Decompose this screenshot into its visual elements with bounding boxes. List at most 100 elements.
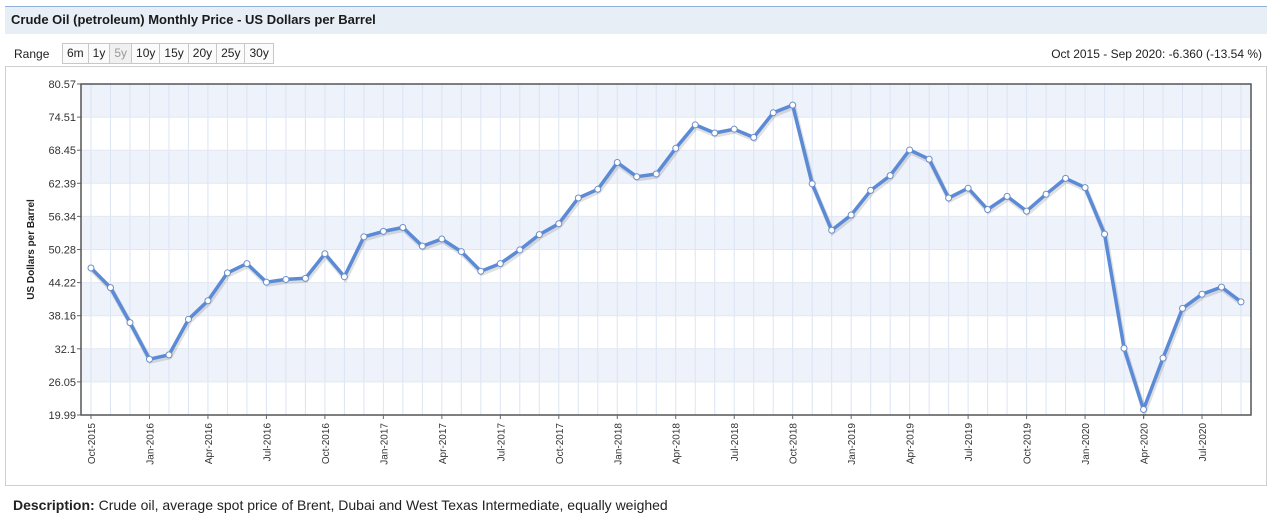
- data-point: [1101, 230, 1109, 238]
- x-tick-label: Jan-2019: [847, 423, 858, 465]
- data-point: [1159, 354, 1167, 362]
- x-tick-label: Jan-2016: [145, 423, 156, 465]
- data-point: [867, 186, 875, 194]
- x-tick-label: Jul-2020: [1198, 423, 1209, 462]
- plot-border: [80, 83, 1252, 416]
- data-point: [613, 159, 621, 167]
- data-point: [1120, 344, 1128, 352]
- x-tick-label: Oct-2019: [1023, 423, 1034, 465]
- data-point: [243, 260, 251, 268]
- data-point: [730, 125, 738, 133]
- x-tick-label: Jan-2018: [613, 423, 624, 465]
- data-point: [516, 246, 524, 254]
- y-tick-label: 68.45: [48, 145, 76, 157]
- chart-title: Crude Oil (petroleum) Monthly Price - US…: [11, 12, 376, 27]
- range-button-30y[interactable]: 30y: [244, 43, 274, 64]
- y-tick-label: 50.28: [48, 245, 76, 257]
- range-button-10y[interactable]: 10y: [131, 43, 161, 64]
- range-button-15y[interactable]: 15y: [159, 43, 189, 64]
- data-point: [1003, 192, 1011, 200]
- data-point: [906, 146, 914, 154]
- data-point: [769, 109, 777, 117]
- x-tick-label: Oct-2018: [789, 423, 800, 465]
- data-point: [1023, 207, 1031, 215]
- range-button-6m[interactable]: 6m: [62, 43, 89, 64]
- price-line-chart: 80.57 74.51 68.45 62.39 56.34 50.28 44.22 38.16…: [26, 79, 1252, 465]
- data-point: [594, 185, 602, 193]
- x-tick-label: Jan-2017: [379, 423, 390, 465]
- data-point: [223, 269, 231, 277]
- data-point: [106, 284, 114, 292]
- x-tick-label: Apr-2018: [672, 423, 683, 465]
- data-point: [184, 315, 192, 323]
- data-point: [126, 319, 134, 327]
- data-point: [282, 275, 290, 283]
- data-point: [145, 355, 153, 363]
- data-point: [847, 211, 855, 219]
- description: Description: Crude oil, average spot pri…: [13, 497, 668, 513]
- x-tick-label: Jul-2019: [964, 423, 975, 462]
- x-tick-label: Jan-2020: [1081, 423, 1092, 465]
- x-tick-label: Apr-2017: [438, 423, 449, 465]
- y-tick-label: 56.34: [48, 211, 76, 223]
- range-selector-row: Range 6m 1y 5y 10y 15y 20y 25y 30y Oct 2015 - S…: [5, 43, 1267, 65]
- chart-panel: 80.57 74.51 68.45 62.39 56.34 50.28 44.22 38.16…: [5, 66, 1267, 486]
- range-button-20y[interactable]: 20y: [187, 43, 218, 64]
- x-tick-label: Apr-2016: [204, 423, 215, 465]
- data-point: [340, 273, 348, 281]
- data-point: [204, 297, 212, 305]
- chart-title-bar: Crude Oil (petroleum) Monthly Price - US…: [5, 6, 1267, 34]
- data-point: [750, 133, 758, 141]
- x-tick-label: Oct-2016: [321, 423, 332, 465]
- y-axis-title: US Dollars per Barrel: [26, 199, 37, 300]
- description-text: Crude oil, average spot price of Brent, …: [98, 497, 668, 513]
- y-tick-label: 32.1: [55, 344, 76, 356]
- y-tick-label: 26.05: [48, 377, 76, 389]
- range-summary: Oct 2015 - Sep 2020: -6.360 (-13.54 %): [1051, 47, 1262, 61]
- data-point: [1198, 290, 1206, 298]
- range-button-5y[interactable]: 5y: [109, 43, 133, 64]
- plot-band: [81, 282, 1251, 316]
- data-point: [828, 226, 836, 234]
- data-point: [165, 351, 173, 359]
- range-label: Range: [14, 47, 50, 61]
- data-point: [808, 180, 816, 188]
- data-point: [360, 233, 368, 241]
- data-point: [672, 144, 680, 152]
- x-tick-label: Oct-2017: [555, 423, 566, 465]
- data-point: [945, 194, 953, 202]
- y-tick-label: 74.51: [48, 112, 76, 124]
- data-point: [262, 278, 270, 286]
- x-tick-label: Jul-2018: [730, 423, 741, 462]
- plot-band: [81, 348, 1251, 382]
- data-point: [555, 220, 563, 228]
- plot-band: [81, 84, 1251, 118]
- data-point: [477, 267, 485, 275]
- data-point: [789, 101, 797, 109]
- data-point: [574, 194, 582, 202]
- x-tick-label: Apr-2020: [1140, 423, 1151, 465]
- y-tick-label: 80.57: [48, 79, 76, 91]
- data-point: [87, 264, 95, 272]
- data-point: [691, 121, 699, 129]
- y-tick-label: 62.39: [48, 178, 76, 190]
- range-button-group: 6m 1y 5y 10y 15y 20y 25y 30y: [62, 43, 274, 64]
- data-point: [379, 227, 387, 235]
- range-button-25y[interactable]: 25y: [216, 43, 246, 64]
- data-point: [496, 260, 504, 268]
- data-point: [457, 248, 465, 256]
- data-point: [1081, 184, 1089, 192]
- data-point: [984, 206, 992, 214]
- data-point: [1140, 405, 1148, 413]
- data-point: [1062, 174, 1070, 182]
- data-point: [633, 173, 641, 181]
- plot-band: [81, 216, 1251, 250]
- y-tick-label: 19.99: [48, 410, 76, 422]
- data-point: [1179, 304, 1187, 312]
- range-button-1y[interactable]: 1y: [87, 43, 111, 64]
- x-tick-label: Jul-2017: [496, 423, 507, 462]
- plot-band: [81, 150, 1251, 184]
- data-point: [418, 242, 426, 250]
- data-point: [1237, 298, 1245, 306]
- data-point: [652, 170, 660, 178]
